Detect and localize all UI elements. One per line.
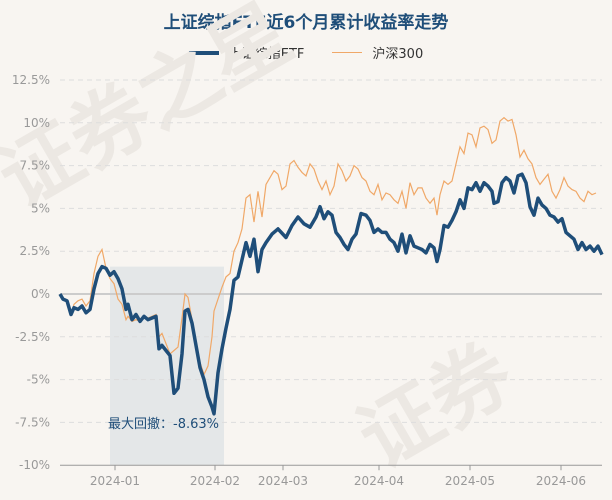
svg-text:-10%: -10% bbox=[19, 458, 50, 472]
svg-text:2024-04: 2024-04 bbox=[354, 474, 404, 488]
svg-text:证券之星: 证券之星 bbox=[0, 0, 307, 226]
legend-label-hs300: 沪深300 bbox=[372, 47, 424, 62]
svg-text:2024-06: 2024-06 bbox=[536, 474, 586, 488]
series-etf-line bbox=[58, 172, 604, 416]
svg-text:5%: 5% bbox=[31, 201, 50, 215]
legend-label-etf: 上证综指ETF bbox=[228, 47, 305, 62]
y-axis: 12.5% 10% 7.5% 5% 2.5% 0% -2.5% -5% -7.5% -10% bbox=[12, 73, 50, 472]
chart-title: 上证综指ETF近6个月累计收益率走势 bbox=[163, 13, 449, 33]
svg-text:12.5%: 12.5% bbox=[12, 73, 50, 87]
legend-item-etf[interactable]: 上证综指ETF bbox=[188, 43, 305, 62]
legend-swatch-etf bbox=[188, 50, 219, 55]
svg-text:2024-02: 2024-02 bbox=[190, 474, 240, 488]
svg-text:-7.5%: -7.5% bbox=[15, 415, 50, 429]
drawdown-label: 最大回撤：-8.63% bbox=[108, 416, 219, 432]
svg-text:-2.5%: -2.5% bbox=[15, 330, 50, 344]
gridlines bbox=[60, 79, 602, 423]
svg-text:7.5%: 7.5% bbox=[20, 159, 51, 173]
svg-text:2024-05: 2024-05 bbox=[445, 474, 495, 488]
svg-text:2024-03: 2024-03 bbox=[258, 474, 308, 488]
svg-text:2.5%: 2.5% bbox=[20, 244, 51, 258]
svg-text:-5%: -5% bbox=[27, 373, 50, 387]
x-axis: 2024-01 2024-02 2024-03 2024-04 2024-05 2024-… bbox=[60, 464, 602, 488]
legend-swatch-hs300 bbox=[332, 52, 363, 53]
legend-item-hs300[interactable]: 沪深300 bbox=[332, 43, 423, 62]
legend: 上证综指ETF 沪深300 bbox=[0, 43, 612, 62]
svg-text:10%: 10% bbox=[23, 116, 50, 130]
drawdown-region bbox=[110, 266, 224, 466]
svg-text:证券: 证券 bbox=[343, 325, 529, 486]
svg-text:2024-01: 2024-01 bbox=[90, 474, 140, 488]
svg-text:0%: 0% bbox=[31, 287, 50, 301]
